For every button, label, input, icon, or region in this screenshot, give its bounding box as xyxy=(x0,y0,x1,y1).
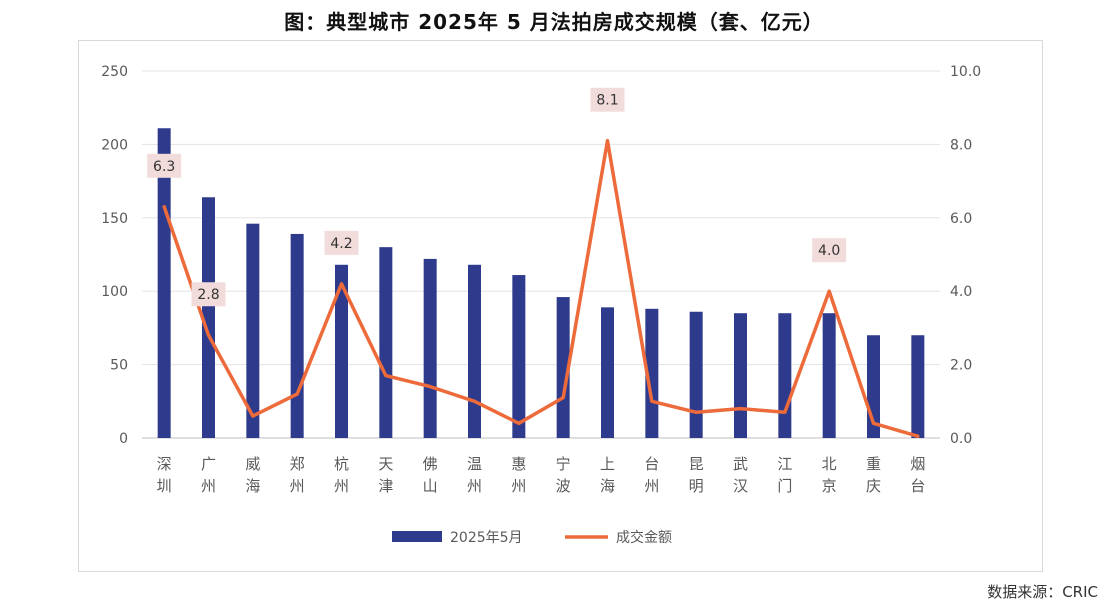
category-label: 惠州 xyxy=(511,455,526,495)
bar xyxy=(734,313,747,438)
category-label: 烟台 xyxy=(910,455,925,495)
line-point xyxy=(783,410,787,414)
legend-bar-swatch xyxy=(392,531,442,542)
bar-series xyxy=(157,128,925,438)
line-point xyxy=(384,374,388,378)
line-point xyxy=(827,289,831,293)
category-label: 武汉 xyxy=(733,455,748,495)
right-axis-tick: 4.0 xyxy=(950,284,972,300)
line-series-path xyxy=(162,138,920,438)
category-label: 佛山 xyxy=(423,455,438,495)
category-label: 郑州 xyxy=(290,455,305,495)
bar xyxy=(379,247,393,438)
line-point xyxy=(561,396,565,400)
line-point xyxy=(251,414,255,418)
line-point xyxy=(207,333,210,337)
right-axis-tick: 8.0 xyxy=(950,137,972,153)
data-label-box xyxy=(147,153,182,178)
bar xyxy=(778,313,792,438)
right-axis-tick: 6.0 xyxy=(950,211,972,227)
legend-line-label: 成交金额 xyxy=(616,529,672,546)
category-label: 重庆 xyxy=(866,455,881,495)
bar xyxy=(157,128,171,438)
category-label: 昆明 xyxy=(689,455,704,495)
left-axis-tick: 150 xyxy=(101,211,128,227)
line-point xyxy=(428,385,432,389)
left-axis-tick: 0 xyxy=(119,431,128,447)
category-label: 天津 xyxy=(378,455,393,495)
line-point xyxy=(650,399,654,403)
data-label: 4.2 xyxy=(330,236,352,252)
bar xyxy=(290,233,304,438)
left-axis-tick: 200 xyxy=(101,137,128,153)
category-label: 深圳 xyxy=(157,455,172,495)
line-point xyxy=(872,421,875,425)
line-point xyxy=(340,282,343,286)
data-label-box xyxy=(812,238,847,263)
line-point xyxy=(473,399,476,403)
left-axis-tick: 50 xyxy=(110,358,128,374)
bar xyxy=(645,308,659,438)
right-axis-ticks: 0.0 2.0 4.0 6.0 8.0 10.0 xyxy=(950,64,981,447)
data-label: 6.3 xyxy=(153,159,175,175)
category-label: 广州 xyxy=(201,455,216,495)
category-label: 北京 xyxy=(822,455,837,495)
bar xyxy=(556,297,570,438)
line-point xyxy=(162,205,166,209)
line-point xyxy=(517,421,521,425)
line-point xyxy=(694,410,698,414)
bar xyxy=(822,313,836,438)
data-label-box xyxy=(324,230,359,255)
left-axis-tick: 100 xyxy=(101,284,128,300)
category-label: 江门 xyxy=(777,455,792,495)
bar xyxy=(335,264,348,438)
gridlines xyxy=(142,70,940,439)
left-axis-ticks: 0 50 100 150 200 250 xyxy=(101,64,128,447)
category-label: 宁波 xyxy=(556,455,571,495)
data-source: 数据来源：CRIC xyxy=(987,583,1098,601)
category-label: 台州 xyxy=(644,455,659,495)
bar xyxy=(423,258,437,438)
right-axis-tick: 0.0 xyxy=(950,431,972,447)
data-label-box xyxy=(191,282,226,307)
bar xyxy=(911,335,925,438)
data-labels: 6.3 2.8 4.2 8.1 4.0 xyxy=(147,87,847,307)
data-label: 2.8 xyxy=(197,287,219,303)
line-point xyxy=(916,434,920,438)
right-axis-tick: 10.0 xyxy=(950,64,981,80)
bar xyxy=(601,307,614,438)
category-label: 杭州 xyxy=(334,455,349,495)
bar xyxy=(468,264,481,438)
data-label-box xyxy=(590,87,625,112)
legend: 2025年5月 成交金额 xyxy=(392,529,672,546)
category-label: 威海 xyxy=(245,455,260,495)
bar xyxy=(689,311,703,438)
line-series xyxy=(162,138,920,438)
right-axis-tick: 2.0 xyxy=(950,358,972,374)
data-label: 4.0 xyxy=(818,243,840,259)
bar xyxy=(246,223,260,438)
line-point xyxy=(739,407,742,411)
chart-title: 图：典型城市 2025年 5 月法拍房成交规模（套、亿元） xyxy=(284,10,824,34)
bar xyxy=(512,275,526,438)
data-label: 8.1 xyxy=(596,93,618,109)
bar xyxy=(202,197,215,438)
category-label: 上海 xyxy=(600,455,615,495)
legend-bar-label: 2025年5月 xyxy=(450,530,523,546)
left-axis-tick: 250 xyxy=(101,64,128,80)
line-point xyxy=(606,139,609,143)
category-label: 温州 xyxy=(467,455,482,495)
line-point xyxy=(295,392,299,396)
